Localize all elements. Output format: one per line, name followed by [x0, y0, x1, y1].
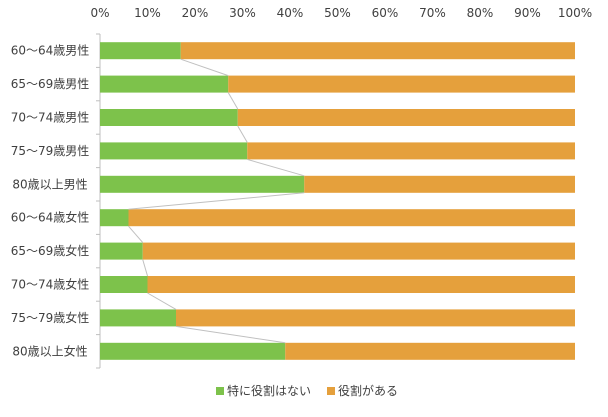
series-line	[128, 192, 305, 210]
category-label: 80歳以上男性	[12, 177, 87, 191]
x-tick-label: 80%	[467, 6, 494, 20]
category-label: 60～64歳女性	[11, 210, 90, 225]
series-line	[128, 225, 144, 243]
bar-segment-has-role	[142, 242, 575, 260]
bar-segment-has-role	[180, 42, 575, 60]
category-label: 70～74歳女性	[11, 277, 90, 292]
series-line	[147, 292, 177, 310]
legend-swatch	[216, 387, 224, 395]
category-labels: 60～64歳男性 65～69歳男性 70～74歳男性 75～79歳男性 80歳以上男性 6…	[11, 44, 90, 359]
bars	[100, 42, 575, 360]
bar-segment-no-role	[100, 342, 286, 360]
series-line	[237, 125, 248, 143]
x-tick-label: 10%	[134, 6, 161, 20]
x-tick-label: 20%	[182, 6, 209, 20]
x-tick-label: 60%	[372, 6, 399, 20]
bar-segment-no-role	[100, 242, 143, 260]
bar-segment-no-role	[100, 175, 305, 193]
bar-segment-has-role	[247, 142, 575, 160]
bar-segment-no-role	[100, 42, 181, 60]
category-label: 75～79歳女性	[11, 310, 90, 325]
series-line	[142, 259, 148, 277]
bar-segment-has-role	[228, 75, 575, 93]
series-line	[180, 58, 229, 77]
bar-segment-has-role	[176, 309, 575, 327]
series-line	[175, 325, 286, 344]
bar-segment-no-role	[100, 142, 248, 160]
bar-segment-no-role	[100, 209, 129, 227]
series-line	[227, 92, 239, 110]
category-label: 60～64歳男性	[11, 44, 90, 58]
x-tick-label: 70%	[419, 6, 446, 20]
bar-segment-has-role	[147, 276, 575, 293]
x-tick-label: 30%	[229, 6, 256, 20]
x-tick-label: 90%	[514, 6, 541, 20]
bar-segment-no-role	[100, 276, 148, 293]
category-label: 65～69歳女性	[11, 243, 90, 258]
x-tick-label: 40%	[277, 6, 304, 20]
bar-segment-has-role	[237, 109, 575, 126]
bar-segment-no-role	[100, 309, 176, 327]
y-axis	[96, 33, 101, 369]
bar-segment-no-role	[100, 75, 229, 93]
legend: 特に役割はない 役割がある	[216, 383, 398, 398]
x-axis-ticks: 0% 10% 20% 30% 40% 50% 60% 70% 80% 90% 100%	[90, 6, 592, 20]
category-label: 75～79歳男性	[11, 144, 90, 158]
legend-swatch	[327, 387, 335, 395]
bar-segment-no-role	[100, 109, 238, 126]
bar-segment-has-role	[285, 342, 575, 360]
category-label: 70～74歳男性	[11, 111, 90, 125]
series-lines	[128, 58, 305, 344]
legend-label: 役割がある	[338, 383, 398, 398]
x-tick-label: 100%	[558, 6, 592, 20]
x-tick-label: 50%	[324, 6, 351, 20]
category-label: 80歳以上女性	[12, 343, 87, 358]
series-line	[247, 158, 305, 177]
bar-segment-has-role	[128, 209, 575, 227]
category-label: 65～69歳男性	[11, 77, 90, 91]
legend-label: 特に役割はない	[227, 383, 311, 398]
x-tick-label: 0%	[90, 6, 109, 20]
bar-segment-has-role	[304, 175, 575, 193]
